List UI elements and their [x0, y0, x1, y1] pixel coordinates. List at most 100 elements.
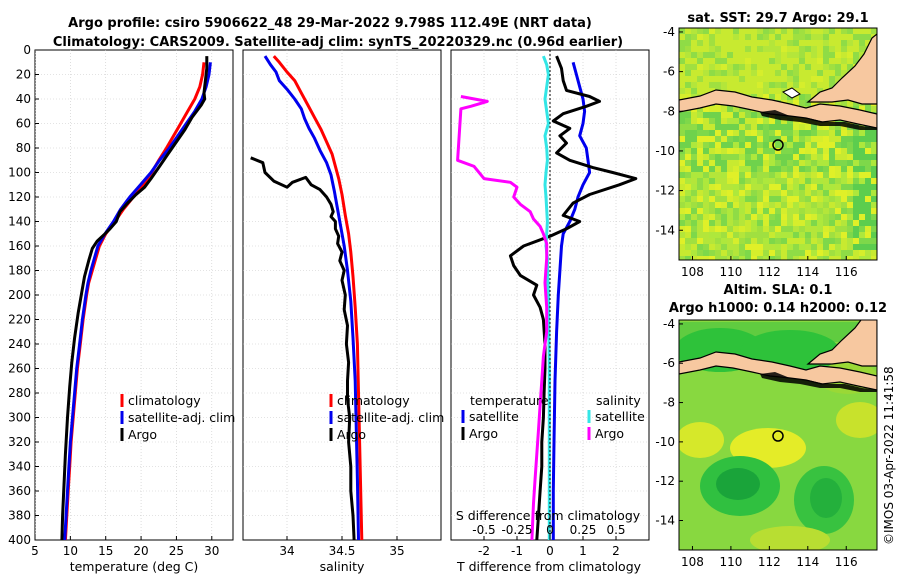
sst-cell — [733, 238, 739, 244]
sst-cell — [781, 88, 787, 94]
sst-cell — [841, 196, 847, 202]
sst-cell — [691, 190, 697, 196]
y-tick-label: 280 — [8, 386, 31, 400]
sst-cell — [739, 76, 745, 82]
y-tick-label: 380 — [8, 509, 31, 523]
sst-cell — [853, 178, 859, 184]
sst-cell — [697, 82, 703, 88]
sst-cell — [691, 166, 697, 172]
sst-cell — [733, 160, 739, 166]
sst-cell — [769, 154, 775, 160]
x-tick-label: 0 — [546, 544, 554, 558]
sst-cell — [745, 160, 751, 166]
sst-cell — [859, 220, 865, 226]
sst-cell — [709, 64, 715, 70]
sst-cell — [739, 82, 745, 88]
sst-cell — [751, 172, 757, 178]
sst-cell — [799, 256, 805, 260]
sst-cell — [805, 166, 811, 172]
sst-cell — [799, 28, 805, 34]
sst-cell — [775, 82, 781, 88]
sst-cell — [721, 136, 727, 142]
x-tick-label: 35 — [389, 544, 404, 558]
sst-cell — [685, 226, 691, 232]
sst-cell — [709, 208, 715, 214]
x-tick-label: 34.5 — [329, 544, 356, 558]
sst-cell — [763, 196, 769, 202]
sst-cell — [769, 160, 775, 166]
sst-cell — [811, 190, 817, 196]
sst-cell — [805, 208, 811, 214]
sst-cell — [865, 250, 871, 256]
sst-cell — [739, 40, 745, 46]
sst-cell — [745, 220, 751, 226]
sst-cell — [757, 136, 763, 142]
legend-climatology: climatology — [337, 393, 410, 408]
sst-cell — [823, 166, 829, 172]
sst-cell — [817, 166, 823, 172]
sst-cell — [871, 148, 877, 154]
sst-cell — [691, 28, 697, 34]
sst-cell — [679, 88, 685, 94]
sst-cell — [829, 256, 835, 260]
sst-cell — [715, 46, 721, 52]
sst-cell — [811, 208, 817, 214]
sst-cell — [709, 160, 715, 166]
sst-cell — [763, 214, 769, 220]
sst-cell — [829, 124, 835, 130]
sst-cell — [763, 238, 769, 244]
sst-cell — [769, 118, 775, 124]
sst-cell — [775, 250, 781, 256]
sst-cell — [697, 148, 703, 154]
sst-cell — [769, 64, 775, 70]
sst-cell — [703, 88, 709, 94]
sst-cell — [757, 70, 763, 76]
sst-cell — [793, 256, 799, 260]
sst-cell — [685, 190, 691, 196]
sst-cell — [757, 256, 763, 260]
sst-cell — [811, 34, 817, 40]
sst-cell — [733, 196, 739, 202]
sst-cell — [763, 172, 769, 178]
sst-cell — [721, 250, 727, 256]
sst-cell — [691, 226, 697, 232]
sst-cell — [799, 136, 805, 142]
sst-cell — [697, 130, 703, 136]
sst-cell — [823, 202, 829, 208]
sst-cell — [697, 118, 703, 124]
sst-cell — [859, 196, 865, 202]
sst-cell — [841, 28, 847, 34]
sst-cell — [811, 196, 817, 202]
sst-cell — [829, 220, 835, 226]
sst-cell — [799, 94, 805, 100]
sst-cell — [847, 208, 853, 214]
sst-cell — [823, 214, 829, 220]
sst-cell — [865, 106, 871, 112]
sst-cell — [841, 160, 847, 166]
sst-cell — [757, 148, 763, 154]
sst-cell — [709, 214, 715, 220]
sst-cell — [829, 142, 835, 148]
sst-cell — [727, 172, 733, 178]
sst-cell — [763, 160, 769, 166]
sst-cell — [805, 196, 811, 202]
sst-cell — [775, 166, 781, 172]
sst-cell — [721, 202, 727, 208]
sst-cell — [841, 190, 847, 196]
sst-cell — [685, 118, 691, 124]
sst-cell — [721, 238, 727, 244]
sst-cell — [871, 190, 877, 196]
sst-cell — [769, 136, 775, 142]
sst-cell — [715, 136, 721, 142]
sst-cell — [817, 184, 823, 190]
sst-cell — [871, 226, 877, 232]
sst-cell — [799, 208, 805, 214]
sst-cell — [829, 28, 835, 34]
sst-cell — [799, 166, 805, 172]
sst-cell — [865, 166, 871, 172]
sst-cell — [859, 238, 865, 244]
sst-cell — [751, 208, 757, 214]
sst-cell — [745, 208, 751, 214]
sst-cell — [853, 202, 859, 208]
sst-cell — [709, 52, 715, 58]
